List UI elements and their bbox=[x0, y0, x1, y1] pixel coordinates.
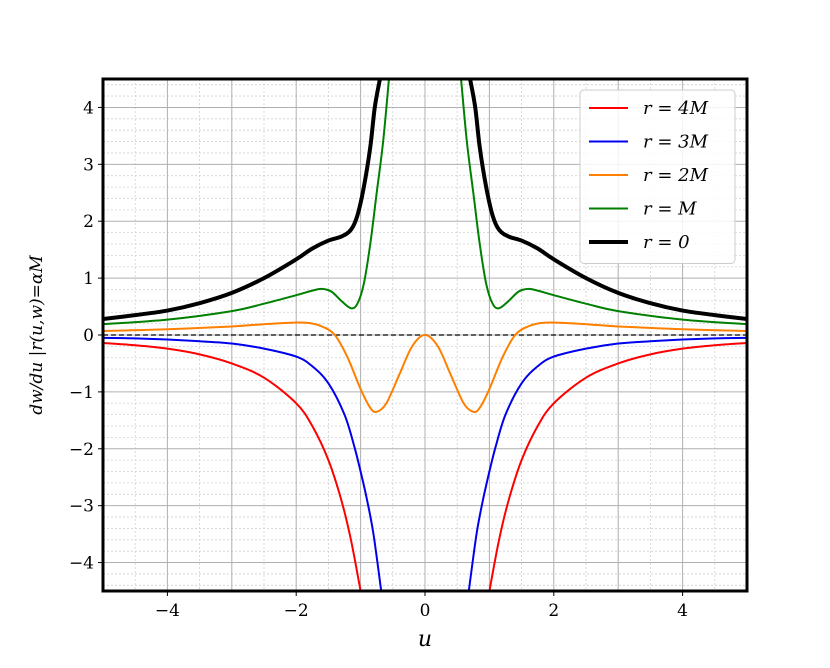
y-tick-label: −1 bbox=[69, 383, 94, 403]
y-axis-label: dw/du |r(u,w)=αM bbox=[27, 255, 47, 415]
y-tick-label: 0 bbox=[83, 326, 94, 346]
legend-box bbox=[579, 89, 736, 264]
series-line-1-segment-0 bbox=[103, 336, 383, 591]
y-tick-label: −3 bbox=[69, 497, 94, 517]
y-tick-label: −2 bbox=[69, 440, 94, 460]
series-line-1-segment-1 bbox=[467, 336, 747, 591]
series-line-4-segment-1 bbox=[468, 79, 747, 322]
y-tick-label: 3 bbox=[83, 155, 94, 175]
legend-label: r = M bbox=[643, 199, 697, 220]
y-tick-label: −4 bbox=[69, 554, 94, 574]
y-tick-label: 4 bbox=[83, 98, 94, 118]
series-line-0-segment-0 bbox=[103, 341, 362, 591]
x-tick-label: −2 bbox=[284, 601, 309, 621]
y-tick-label: 2 bbox=[83, 212, 94, 232]
series-line-3-segment-0 bbox=[103, 79, 390, 326]
legend: r = 4M r = 3M r = 2M r = M r = 0 bbox=[579, 89, 736, 264]
legend-label: r = 0 bbox=[643, 232, 690, 253]
y-tick-label: 1 bbox=[83, 269, 94, 289]
x-axis-label: u bbox=[418, 627, 432, 652]
x-tick-label: 4 bbox=[677, 601, 688, 621]
legend-label: r = 3M bbox=[643, 132, 709, 153]
x-tick-label: 2 bbox=[548, 601, 559, 621]
legend-label: r = 4M bbox=[643, 98, 709, 119]
x-tick-label: 0 bbox=[420, 601, 431, 621]
y-ticks: −4 −3 −2 −1 0 1 2 3 4 bbox=[69, 98, 103, 574]
series-line-4-segment-0 bbox=[103, 79, 382, 322]
series-line-3-segment-1 bbox=[460, 79, 747, 326]
x-ticks: −4 −2 0 2 4 bbox=[155, 591, 688, 621]
x-tick-label: −4 bbox=[155, 601, 180, 621]
legend-label: r = 2M bbox=[643, 165, 709, 186]
series-line-0-segment-1 bbox=[488, 341, 747, 591]
series-line-2-segment-0 bbox=[103, 321, 747, 414]
series-layer bbox=[103, 79, 747, 591]
